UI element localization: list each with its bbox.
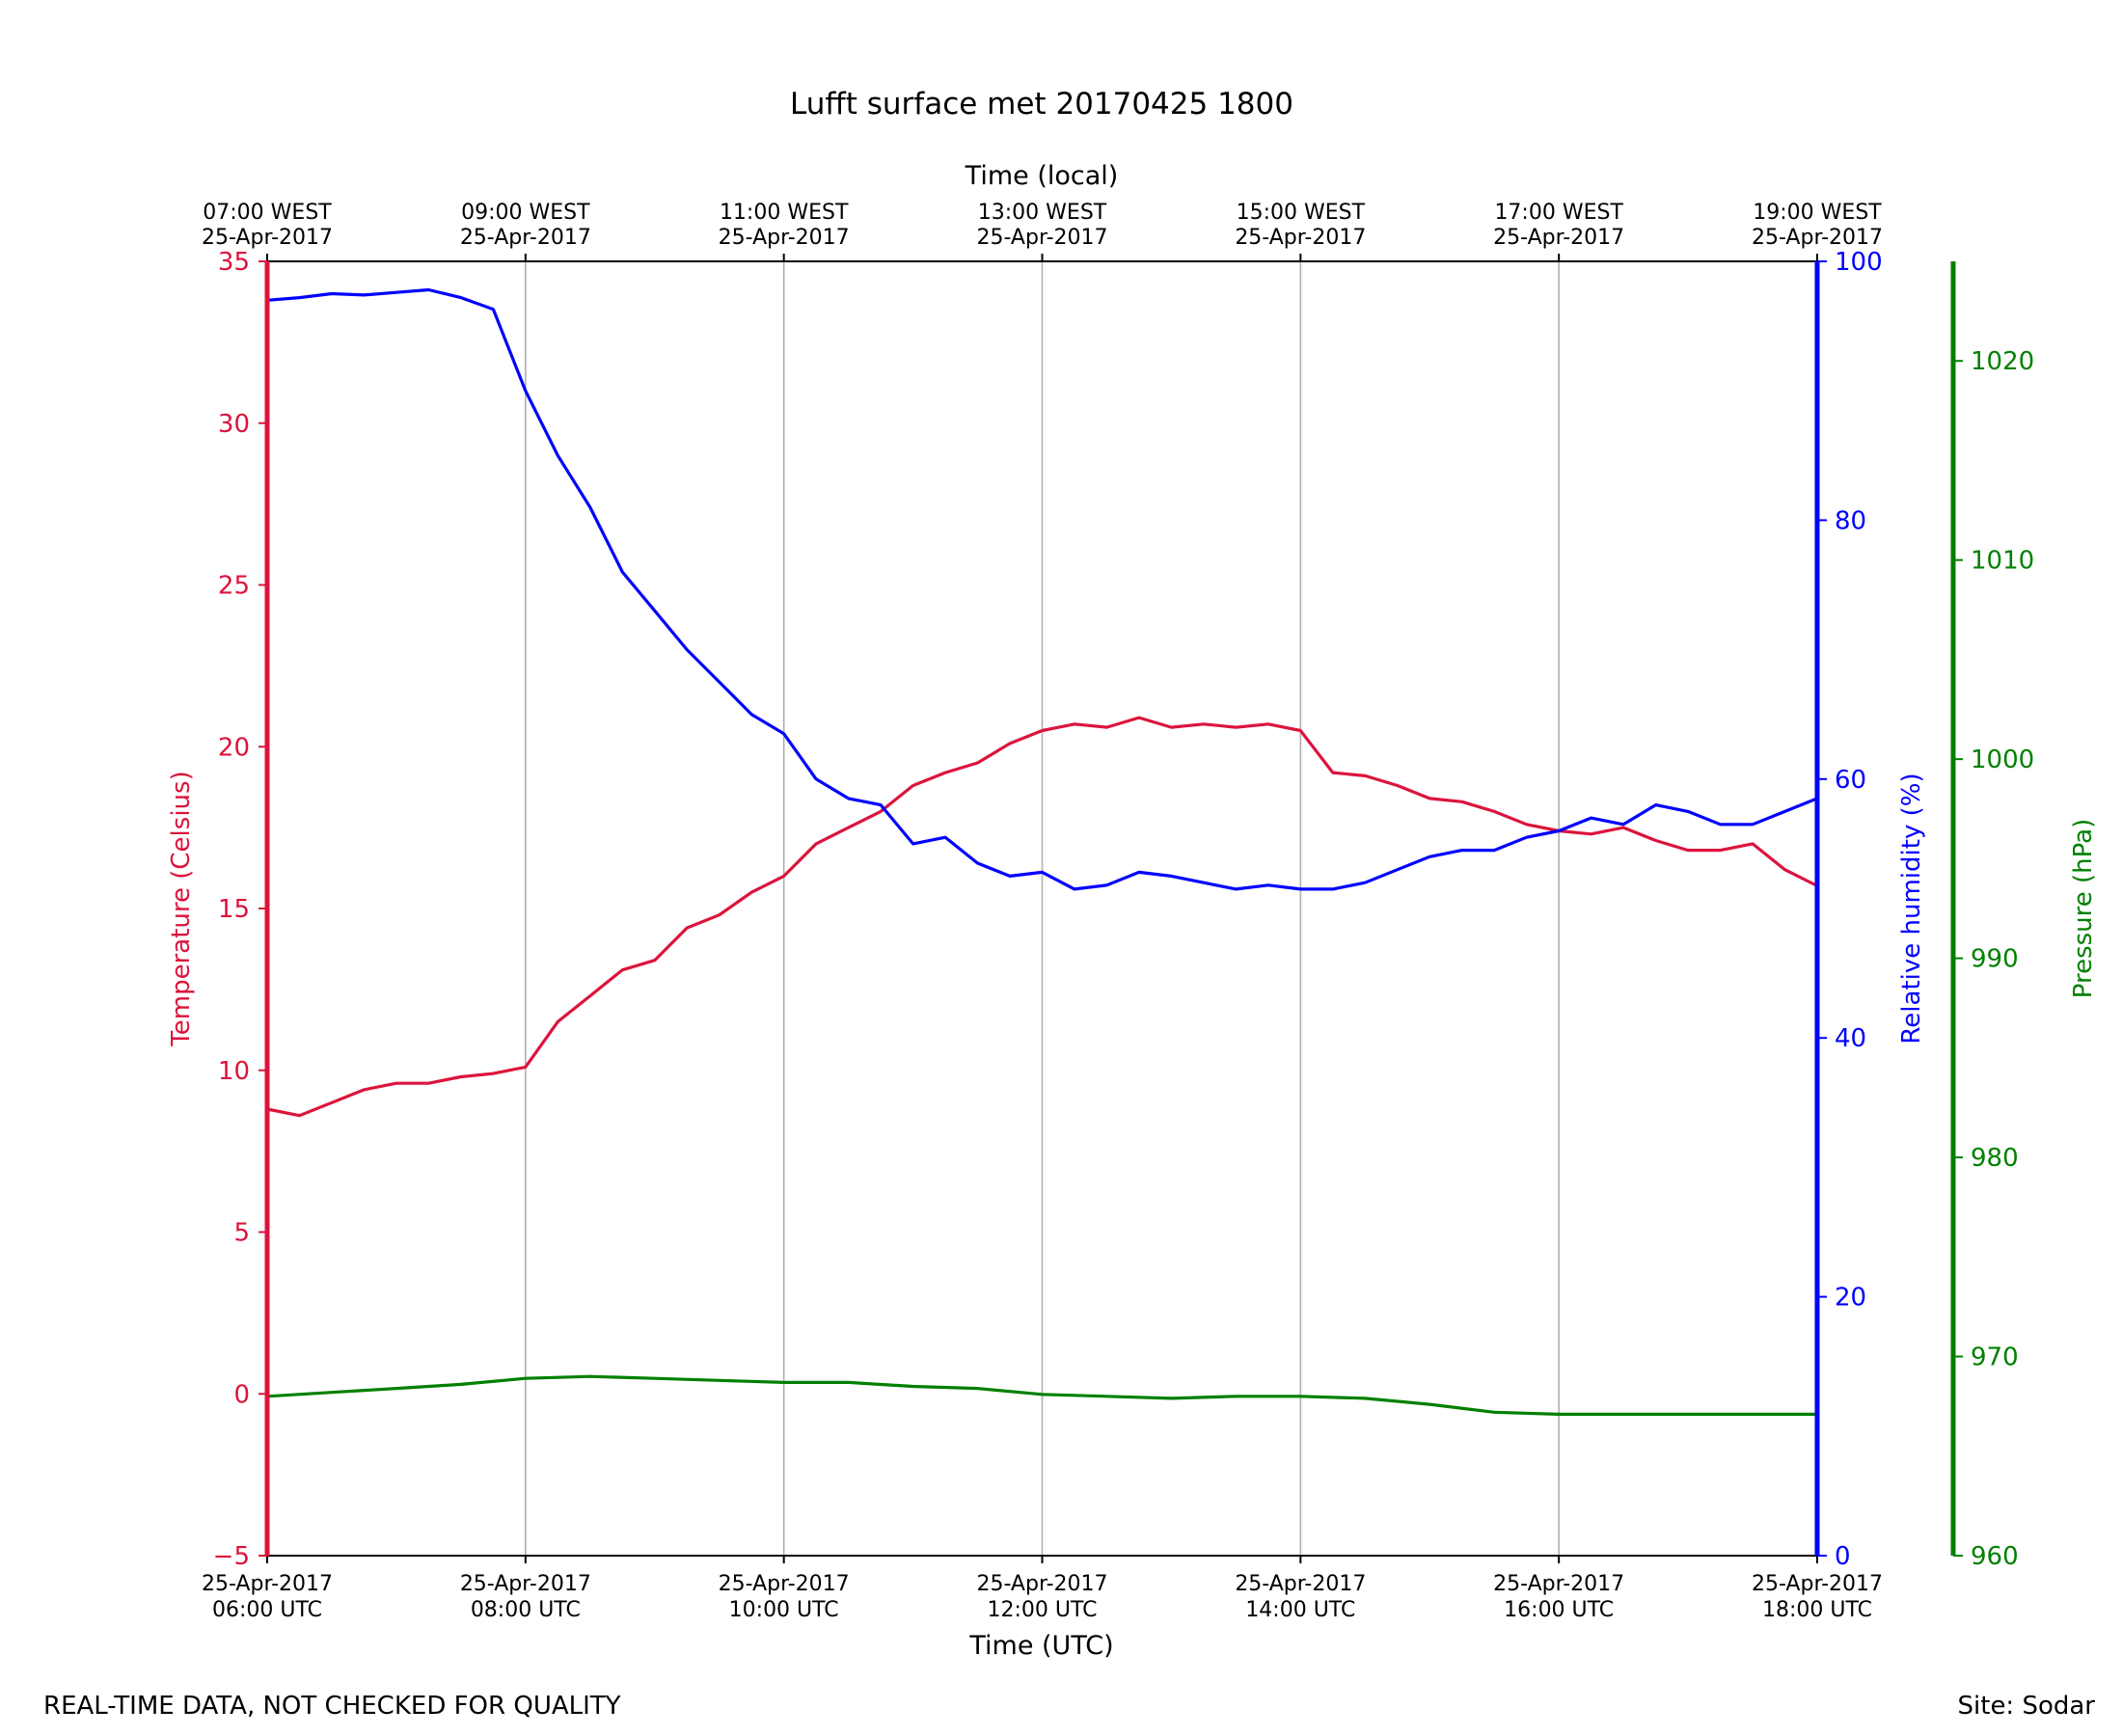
x-bottom-tick-label: 18:00 UTC (1762, 1598, 1872, 1622)
x-bottom-tick-label: 12:00 UTC (987, 1598, 1097, 1622)
x-bottom-tick-label: 25-Apr-2017 (460, 1572, 591, 1596)
x-bottom-tick-label: 25-Apr-2017 (976, 1572, 1107, 1596)
pressure-tick-label: 1020 (1971, 347, 2034, 376)
humidity-tick-label: 100 (1835, 248, 1883, 277)
temperature-tick-label: 30 (218, 410, 250, 439)
series-lines (266, 287, 1818, 1417)
pressure-tick-label: 1010 (1971, 547, 2034, 576)
x-top-tick-label: 11:00 WEST (720, 201, 849, 225)
humidity-tick-label: 0 (1835, 1542, 1851, 1571)
x-bottom-tick-label: 25-Apr-2017 (202, 1572, 333, 1596)
humidity-tick-label: 80 (1835, 506, 1866, 535)
x-bottom-tick-label: 16:00 UTC (1504, 1598, 1614, 1622)
pressure-tick-label: 1000 (1971, 746, 2034, 774)
series-line-humidity (266, 287, 1818, 891)
humidity-tick-label: 20 (1835, 1284, 1866, 1313)
pressure-tick-label: 970 (1971, 1343, 2019, 1372)
humidity-axis-label: Relative humidity (%) (1897, 773, 1926, 1044)
x-bottom-tick-label: 25-Apr-2017 (719, 1572, 850, 1596)
x-bottom-tick-label: 25-Apr-2017 (1493, 1572, 1624, 1596)
pressure-axis-label: Pressure (hPa) (2069, 819, 2098, 999)
x-top-tick-label: 25-Apr-2017 (1235, 226, 1366, 250)
temperature-tick-label: 0 (233, 1380, 250, 1409)
temperature-tick-label: 15 (218, 895, 250, 924)
x-bottom-tick-label: 06:00 UTC (212, 1598, 322, 1622)
temperature-tick-label: 20 (218, 733, 250, 762)
humidity-tick-label: 60 (1835, 766, 1866, 795)
x-top-tick-label: 25-Apr-2017 (202, 226, 333, 250)
x-top-tick-label: 09:00 WEST (461, 201, 590, 225)
x-bottom-tick-label: 08:00 UTC (471, 1598, 581, 1622)
x-bottom-tick-label: 10:00 UTC (729, 1598, 839, 1622)
vertical-gridlines (525, 261, 1560, 1556)
footer-quality-note: REAL-TIME DATA, NOT CHECKED FOR QUALITY (43, 1692, 621, 1721)
footer-site: Site: Sodar (1958, 1692, 2096, 1721)
temperature-axis-label: Temperature (Celsius) (167, 771, 196, 1046)
x-top-tick-label: 25-Apr-2017 (1752, 226, 1883, 250)
x-top-tick-label: 25-Apr-2017 (1493, 226, 1624, 250)
x-top-tick-label: 15:00 WEST (1237, 201, 1366, 225)
temperature-tick-label: 25 (218, 572, 250, 601)
x-bottom-tick-label: 25-Apr-2017 (1235, 1572, 1366, 1596)
x-top-tick-label: 25-Apr-2017 (719, 226, 850, 250)
x-bottom-tick-label: 25-Apr-2017 (1752, 1572, 1883, 1596)
x-bottom-tick-label: 14:00 UTC (1245, 1598, 1355, 1622)
x-top-tick-label: 13:00 WEST (978, 201, 1107, 225)
temperature-tick-label: 5 (233, 1219, 250, 1248)
series-line-pressure (266, 1374, 1817, 1417)
x-top-axis-label: Time (local) (965, 161, 1119, 191)
pressure-tick-label: 980 (1971, 1144, 2019, 1173)
temperature-tick-label: 10 (218, 1057, 250, 1086)
x-top-tick-label: 07:00 WEST (203, 201, 332, 225)
x-top-tick-label: 17:00 WEST (1494, 201, 1623, 225)
pressure-tick-label: 960 (1971, 1542, 2019, 1571)
x-bottom-axis-label: Time (UTC) (968, 1631, 1113, 1661)
x-top-tick-label: 25-Apr-2017 (460, 226, 591, 250)
pressure-tick-label: 990 (1971, 945, 2019, 974)
x-top-tick-label: 25-Apr-2017 (976, 226, 1107, 250)
humidity-tick-label: 40 (1835, 1024, 1866, 1053)
temperature-tick-label: −5 (213, 1542, 250, 1571)
chart-title: Lufft surface met 20170425 1800 (790, 87, 1293, 122)
x-top-tick-label: 19:00 WEST (1753, 201, 1882, 225)
temperature-tick-label: 35 (218, 248, 250, 277)
